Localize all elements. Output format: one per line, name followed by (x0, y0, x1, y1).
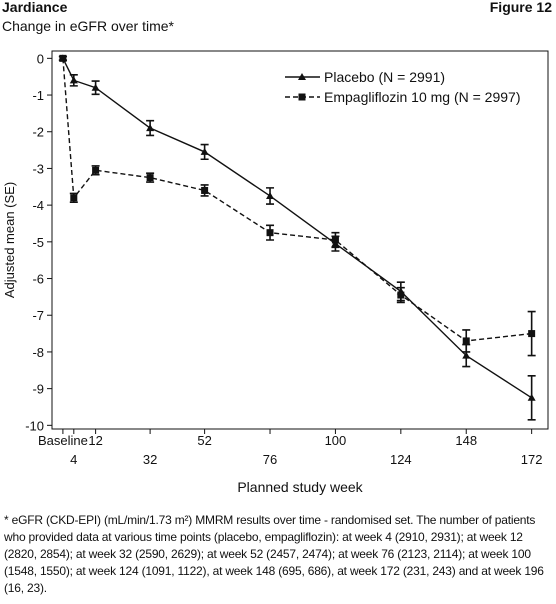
x-tick-label: 52 (197, 433, 211, 448)
x-tick-label: 12 (88, 433, 102, 448)
series-line (62, 58, 533, 399)
point (200, 147, 209, 155)
point (266, 229, 274, 237)
point (146, 174, 154, 182)
x-tick-label: 4 (70, 452, 77, 467)
point (59, 54, 67, 62)
legend-marker (298, 73, 306, 80)
y-axis-title: Adjusted mean (SE) (2, 182, 17, 298)
header: Jardiance (2, 0, 68, 15)
point (528, 330, 536, 338)
point (91, 83, 100, 91)
point (92, 166, 100, 174)
x-axis-title: Planned study week (237, 479, 363, 495)
footnote: * eGFR (CKD-EPI) (mL/min/1.73 m²) MMRM r… (4, 513, 544, 595)
point (69, 76, 78, 84)
y-tick-label: -10 (25, 418, 44, 433)
legend-label: Empagliflozin 10 mg (N = 2997) (324, 89, 521, 105)
point (70, 194, 78, 202)
y-tick-label: -3 (32, 161, 44, 176)
x-tick-label: 148 (455, 433, 477, 448)
x-tick-label: 124 (390, 452, 412, 467)
y-tick-label: 0 (37, 51, 44, 66)
chart-title: Change in eGFR over time* (2, 18, 175, 34)
figure-label: Figure 12 (490, 0, 552, 15)
point (201, 186, 209, 194)
legend-label: Placebo (N = 2991) (324, 69, 445, 85)
y-tick-label: -4 (32, 198, 44, 213)
plot-frame (51, 50, 549, 430)
y-tick-label: -9 (32, 382, 44, 397)
point (462, 351, 471, 359)
y-tick-label: -1 (32, 88, 44, 103)
x-tick-label: 32 (143, 452, 157, 467)
x-tick-label: Baseline (38, 433, 88, 448)
y-tick-label: -7 (32, 308, 44, 323)
y-tick-label: -6 (32, 272, 44, 287)
legend-marker (298, 93, 306, 101)
x-tick-label: 100 (325, 433, 347, 448)
x-tick-label: 172 (521, 452, 543, 467)
point (527, 393, 536, 401)
y-tick-label: -8 (32, 345, 44, 360)
point (266, 191, 275, 199)
series-line (62, 58, 532, 342)
point (462, 337, 470, 345)
point (146, 124, 155, 132)
point (397, 291, 405, 299)
y-tick-label: -2 (32, 125, 44, 140)
y-tick-label: -5 (32, 235, 44, 250)
chart: Jardiance Figure 12 Change in eGFR over … (2, 0, 552, 495)
point (331, 236, 339, 244)
x-tick-label: 76 (263, 452, 277, 467)
